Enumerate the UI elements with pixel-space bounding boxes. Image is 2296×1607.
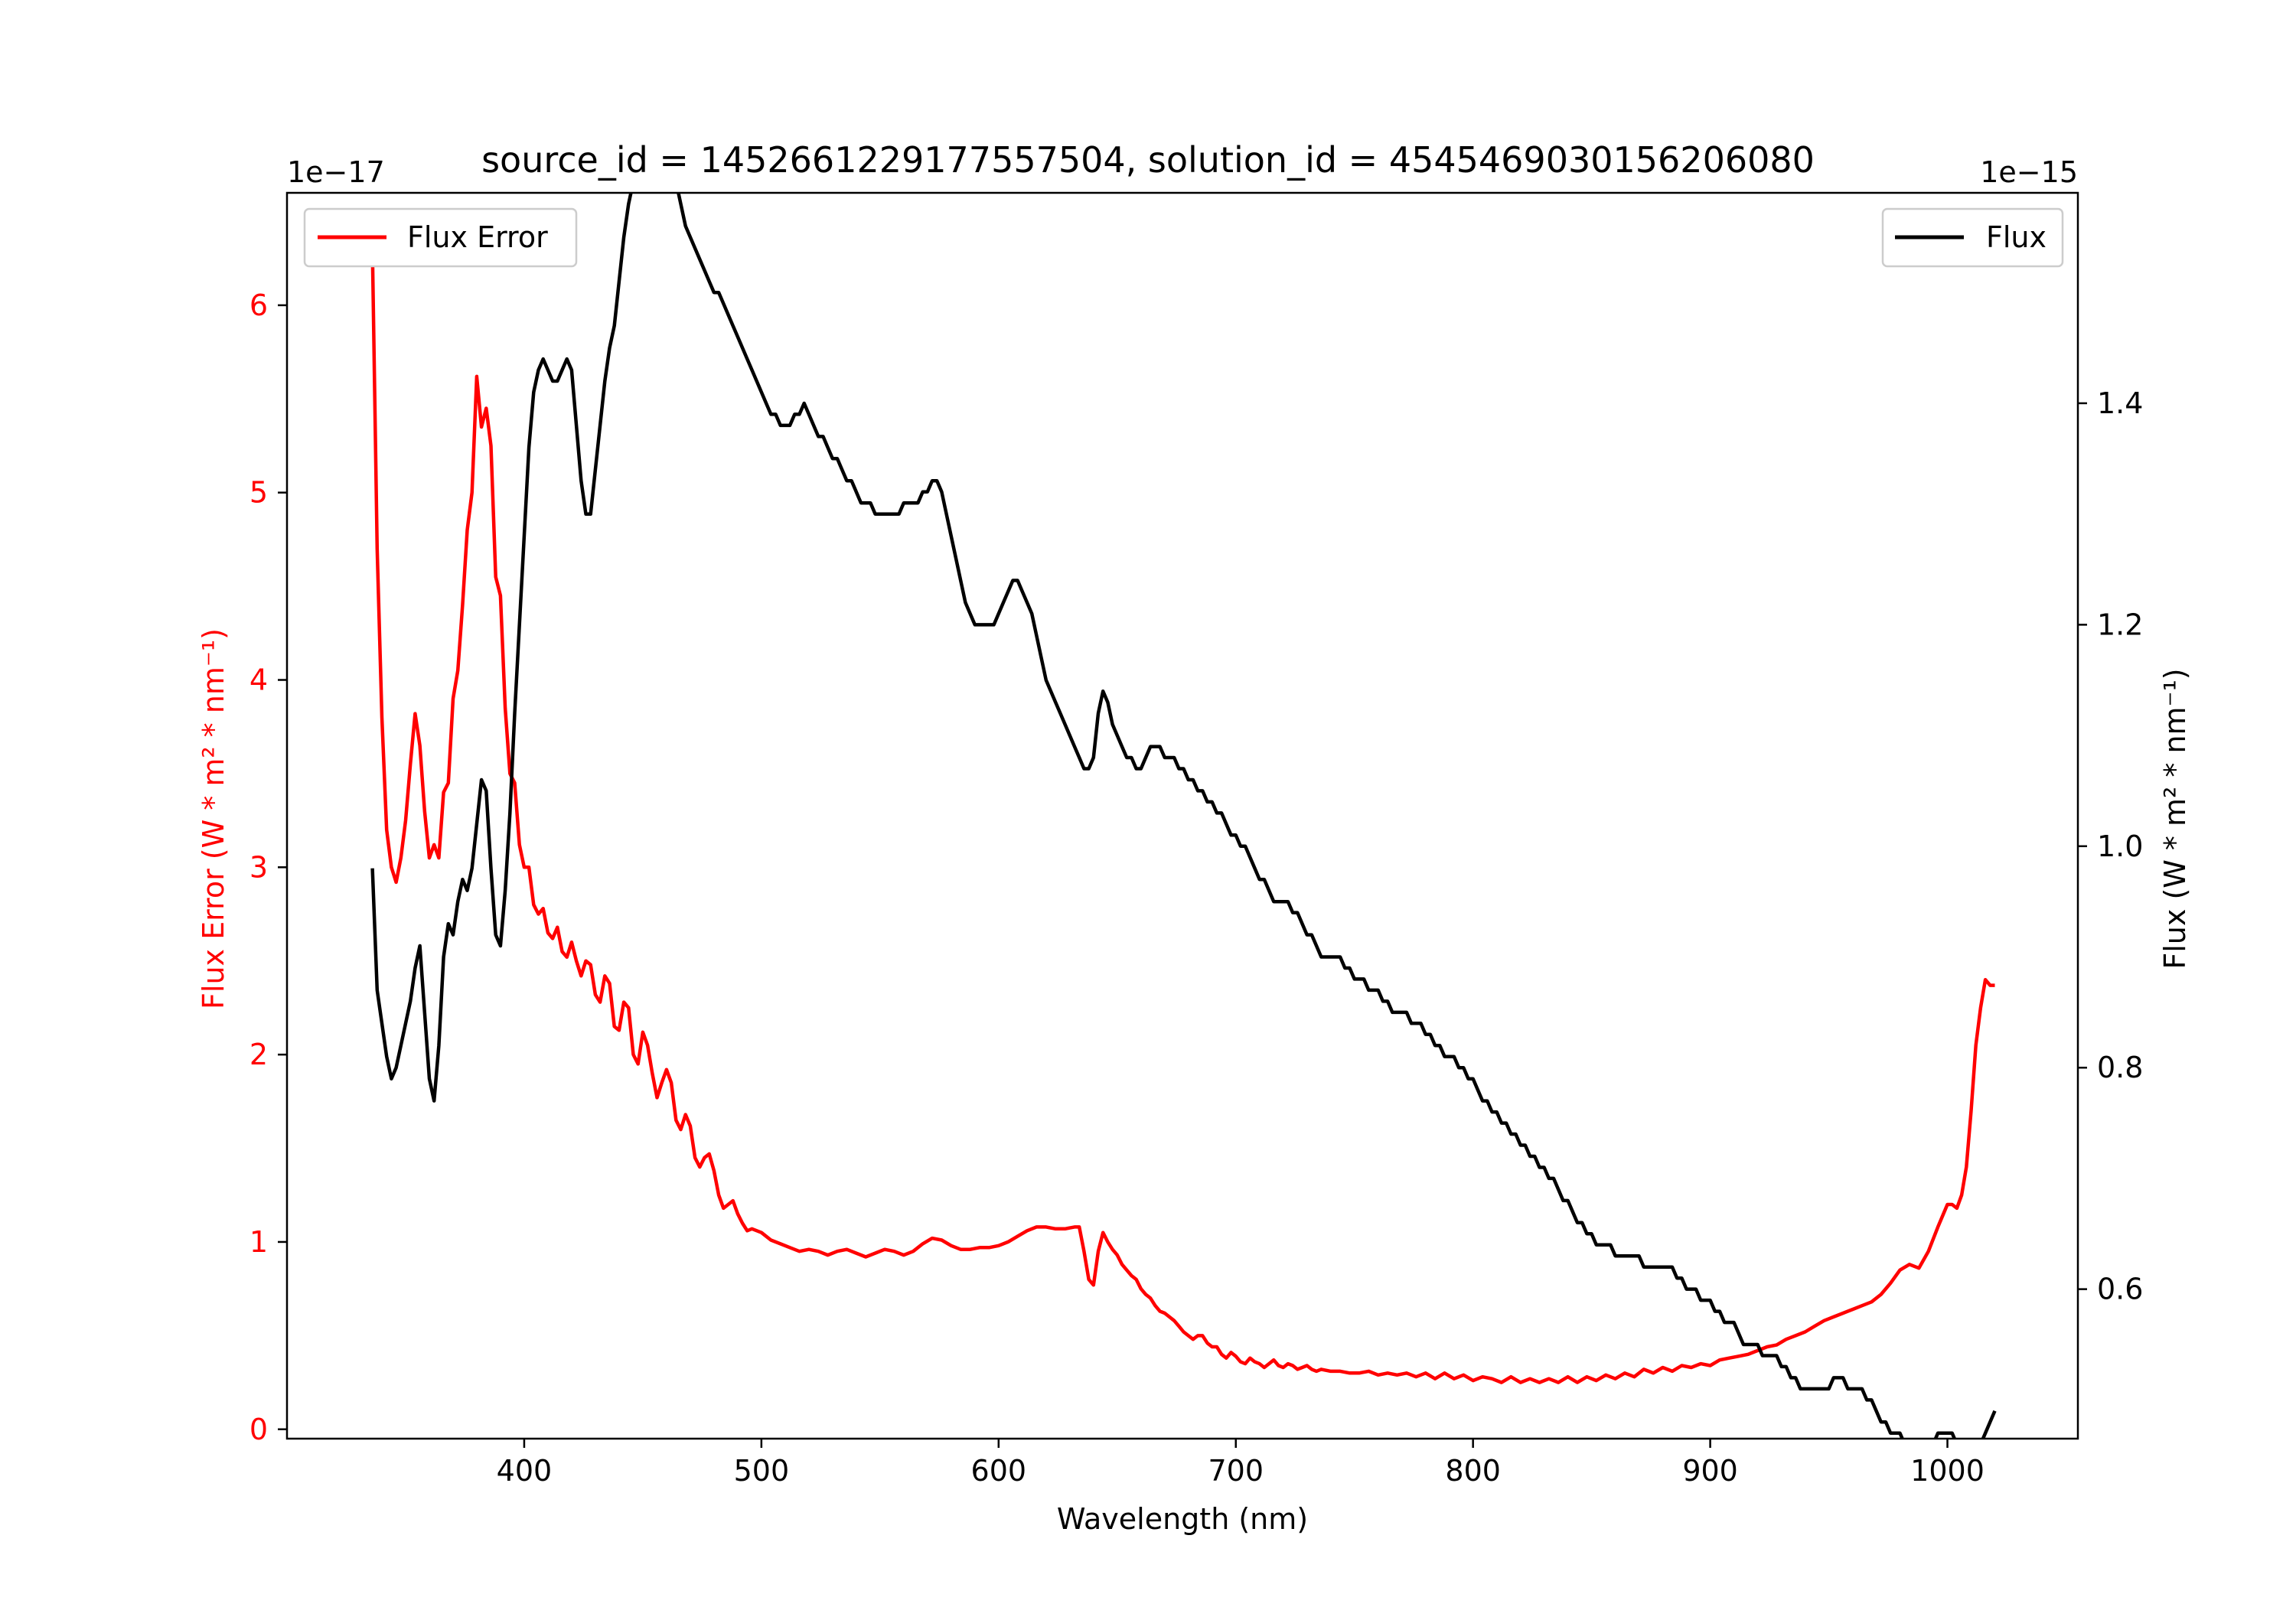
left-tick-label: 6 — [249, 288, 268, 322]
legend-flux-error: Flux Error — [303, 207, 578, 268]
right-y-axis: 0.6 0.8 1.0 1.2 1.4 — [2078, 386, 2143, 1306]
right-tick-label: 1.2 — [2097, 608, 2143, 641]
x-tick-label: 1000 — [1910, 1454, 1985, 1488]
x-axis: 400 500 600 700 800 900 1000 — [497, 1439, 1985, 1488]
x-tick-label: 700 — [1208, 1454, 1264, 1488]
right-tick-label: 0.6 — [2097, 1273, 2143, 1306]
right-axis-label: Flux (W * m² * nm⁻¹) — [2158, 668, 2192, 969]
legend-flux: Flux — [1881, 207, 2064, 268]
left-tick-label: 2 — [249, 1038, 268, 1071]
flux-error-series-line — [370, 249, 1995, 1384]
right-tick-label: 0.8 — [2097, 1051, 2143, 1084]
left-tick-label: 1 — [249, 1225, 268, 1259]
x-axis-label: Wavelength (nm) — [1057, 1502, 1308, 1536]
left-tick-label: 5 — [249, 476, 268, 510]
x-tick-label: 400 — [497, 1454, 553, 1488]
legend-box-right — [1881, 207, 2064, 268]
x-tick-label: 500 — [734, 1454, 790, 1488]
x-tick-label: 900 — [1682, 1454, 1738, 1488]
legend-label-flux-error: Flux Error — [407, 220, 548, 254]
right-tick-label: 1.0 — [2097, 830, 2143, 863]
legend-box-left — [303, 207, 578, 268]
chart-title: source_id = 1452661229177557504, solutio… — [481, 139, 1815, 181]
x-tick-label: 600 — [971, 1454, 1027, 1488]
left-axis-label: Flux Error (W * m² * nm⁻¹) — [197, 628, 230, 1009]
right-axis-offset-text: 1e−15 — [1980, 155, 2078, 189]
x-tick-label: 800 — [1445, 1454, 1501, 1488]
left-tick-label: 4 — [249, 663, 268, 697]
legend-label-flux: Flux — [1986, 220, 2047, 254]
left-y-axis: 0 1 2 3 4 5 6 — [249, 288, 287, 1446]
left-axis-offset-text: 1e−17 — [287, 155, 385, 189]
left-tick-label: 3 — [249, 850, 268, 884]
flux-series-line — [370, 193, 1997, 1439]
left-tick-label: 0 — [249, 1413, 268, 1446]
plot-frame — [285, 191, 2079, 1440]
right-tick-label: 1.4 — [2097, 386, 2143, 420]
